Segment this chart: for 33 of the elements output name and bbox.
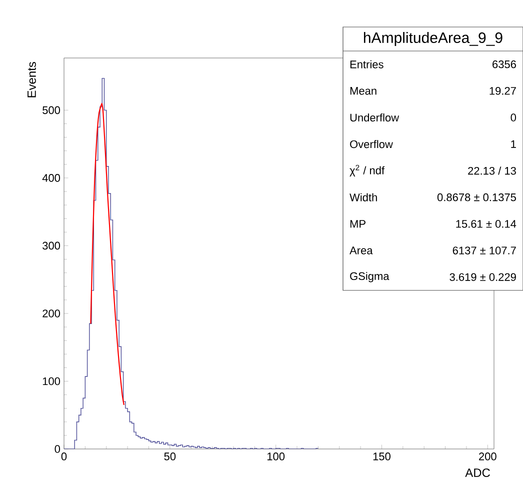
annotation: 15.61 ± 0.14 — [456, 220, 516, 228]
line-series — [90, 102, 124, 406]
x-tick-label: 200 — [479, 452, 496, 460]
annotation: 3.619 ± 0.229 — [450, 273, 516, 281]
x-tick-label: 50 — [164, 452, 176, 460]
annotation: Area — [350, 246, 373, 254]
text: 1 — [511, 140, 516, 148]
x-tick-label: 100 — [267, 452, 285, 460]
annotation: 6356 — [492, 60, 516, 68]
y-tick-label: 500 — [42, 106, 60, 114]
annotation: Entries — [350, 60, 384, 68]
annotation: 19.27 — [490, 87, 516, 95]
y-tick-label: 0 — [54, 445, 60, 453]
text: hAmplitudeArea_9_9 — [364, 32, 502, 46]
annotation: χ$^{2}$ / ndf — [350, 164, 385, 176]
y-axis-title: Events — [28, 62, 36, 98]
annotation: Width — [350, 193, 377, 202]
annotation: Underflow — [350, 113, 400, 122]
y-tick-label: 300 — [42, 242, 60, 250]
y-tick-label: 400 — [42, 174, 60, 182]
annotation: 0.8678 ± 0.1375 — [437, 193, 516, 202]
annotation: 6137 ± 107.7 — [452, 246, 516, 254]
annotation: GSigma — [350, 272, 390, 282]
annotation: 22.13 / 13 — [468, 166, 516, 175]
x-tick-label: 150 — [373, 452, 390, 460]
y-tick-label: 100 — [42, 377, 60, 386]
text: 0 — [510, 114, 516, 122]
y-tick-label: 200 — [42, 310, 60, 318]
annotation: Overflow — [350, 140, 393, 148]
x-tick-label: 0 — [61, 452, 67, 460]
annotation: Mean — [350, 87, 376, 95]
x-axis-title: ADC — [465, 468, 490, 478]
annotation: MP — [350, 220, 366, 228]
